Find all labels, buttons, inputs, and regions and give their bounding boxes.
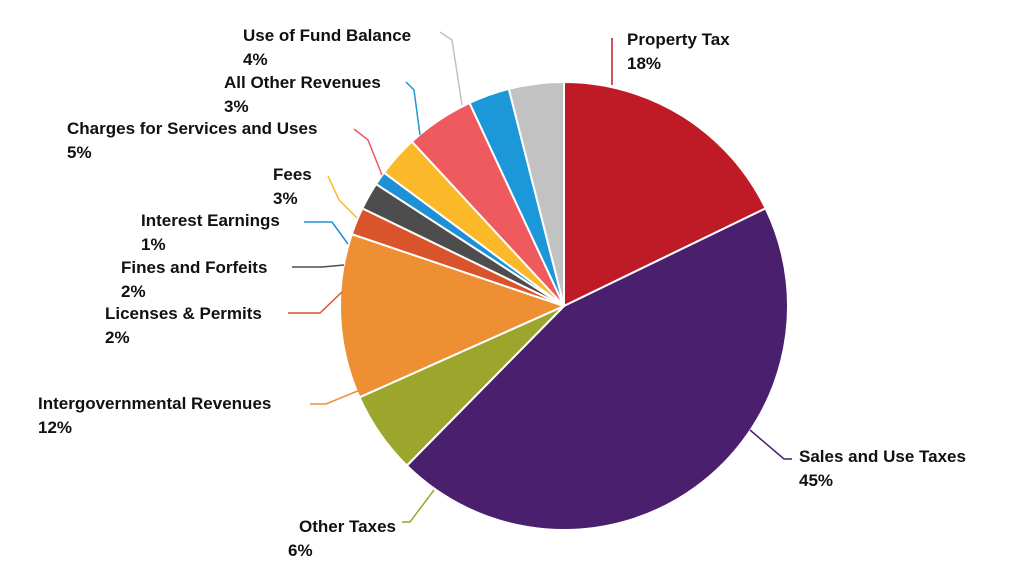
slice-percent-label: 18%	[627, 54, 661, 73]
slice-label: Other Taxes	[299, 517, 396, 536]
pie-slice-sales-and-use-taxes	[405, 207, 789, 532]
slice-label: Use of Fund Balance	[243, 26, 411, 45]
leader-line	[288, 291, 343, 314]
leader-lines	[288, 31, 792, 523]
slice-label: Intergovernmental Revenues	[38, 394, 271, 413]
slice-percent-label: 12%	[38, 418, 72, 437]
leader-line	[304, 221, 349, 245]
leader-line	[439, 31, 463, 106]
leader-line	[292, 264, 345, 268]
slice-percent-label: 4%	[243, 50, 268, 69]
slice-percent-label: 2%	[121, 282, 146, 301]
pie-slice-property-tax	[563, 81, 767, 307]
leader-line	[405, 81, 421, 136]
slice-label: Fines and Forfeits	[121, 258, 267, 277]
slice-percent-label: 3%	[273, 189, 298, 208]
leader-line	[327, 175, 358, 219]
slice-percent-label: 2%	[105, 328, 130, 347]
slice-percent-label: 45%	[799, 471, 833, 490]
pie-slices	[339, 81, 789, 532]
slice-label: Fees	[273, 165, 312, 184]
slice-percent-label: 5%	[67, 143, 92, 162]
slice-label: All Other Revenues	[224, 73, 381, 92]
slice-percent-label: 3%	[224, 97, 249, 116]
slice-label: Licenses & Permits	[105, 304, 262, 323]
slice-percent-label: 6%	[288, 541, 313, 560]
pie-slice-intergovernmental-revenues	[339, 233, 565, 399]
leader-line	[402, 489, 435, 523]
leader-line	[353, 128, 383, 176]
slice-label: Sales and Use Taxes	[799, 447, 966, 466]
leader-line	[310, 389, 361, 405]
slice-percent-label: 1%	[141, 235, 166, 254]
pie-slice-use-of-fund-balance	[507, 81, 565, 307]
slice-label: Property Tax	[627, 30, 730, 49]
slice-label: Interest Earnings	[141, 211, 280, 230]
leader-line	[749, 429, 792, 460]
slice-label: Charges for Services and Uses	[67, 119, 317, 138]
slice-labels: Property Tax 18% Sales and Use Taxes 45% Oth…	[38, 26, 966, 560]
